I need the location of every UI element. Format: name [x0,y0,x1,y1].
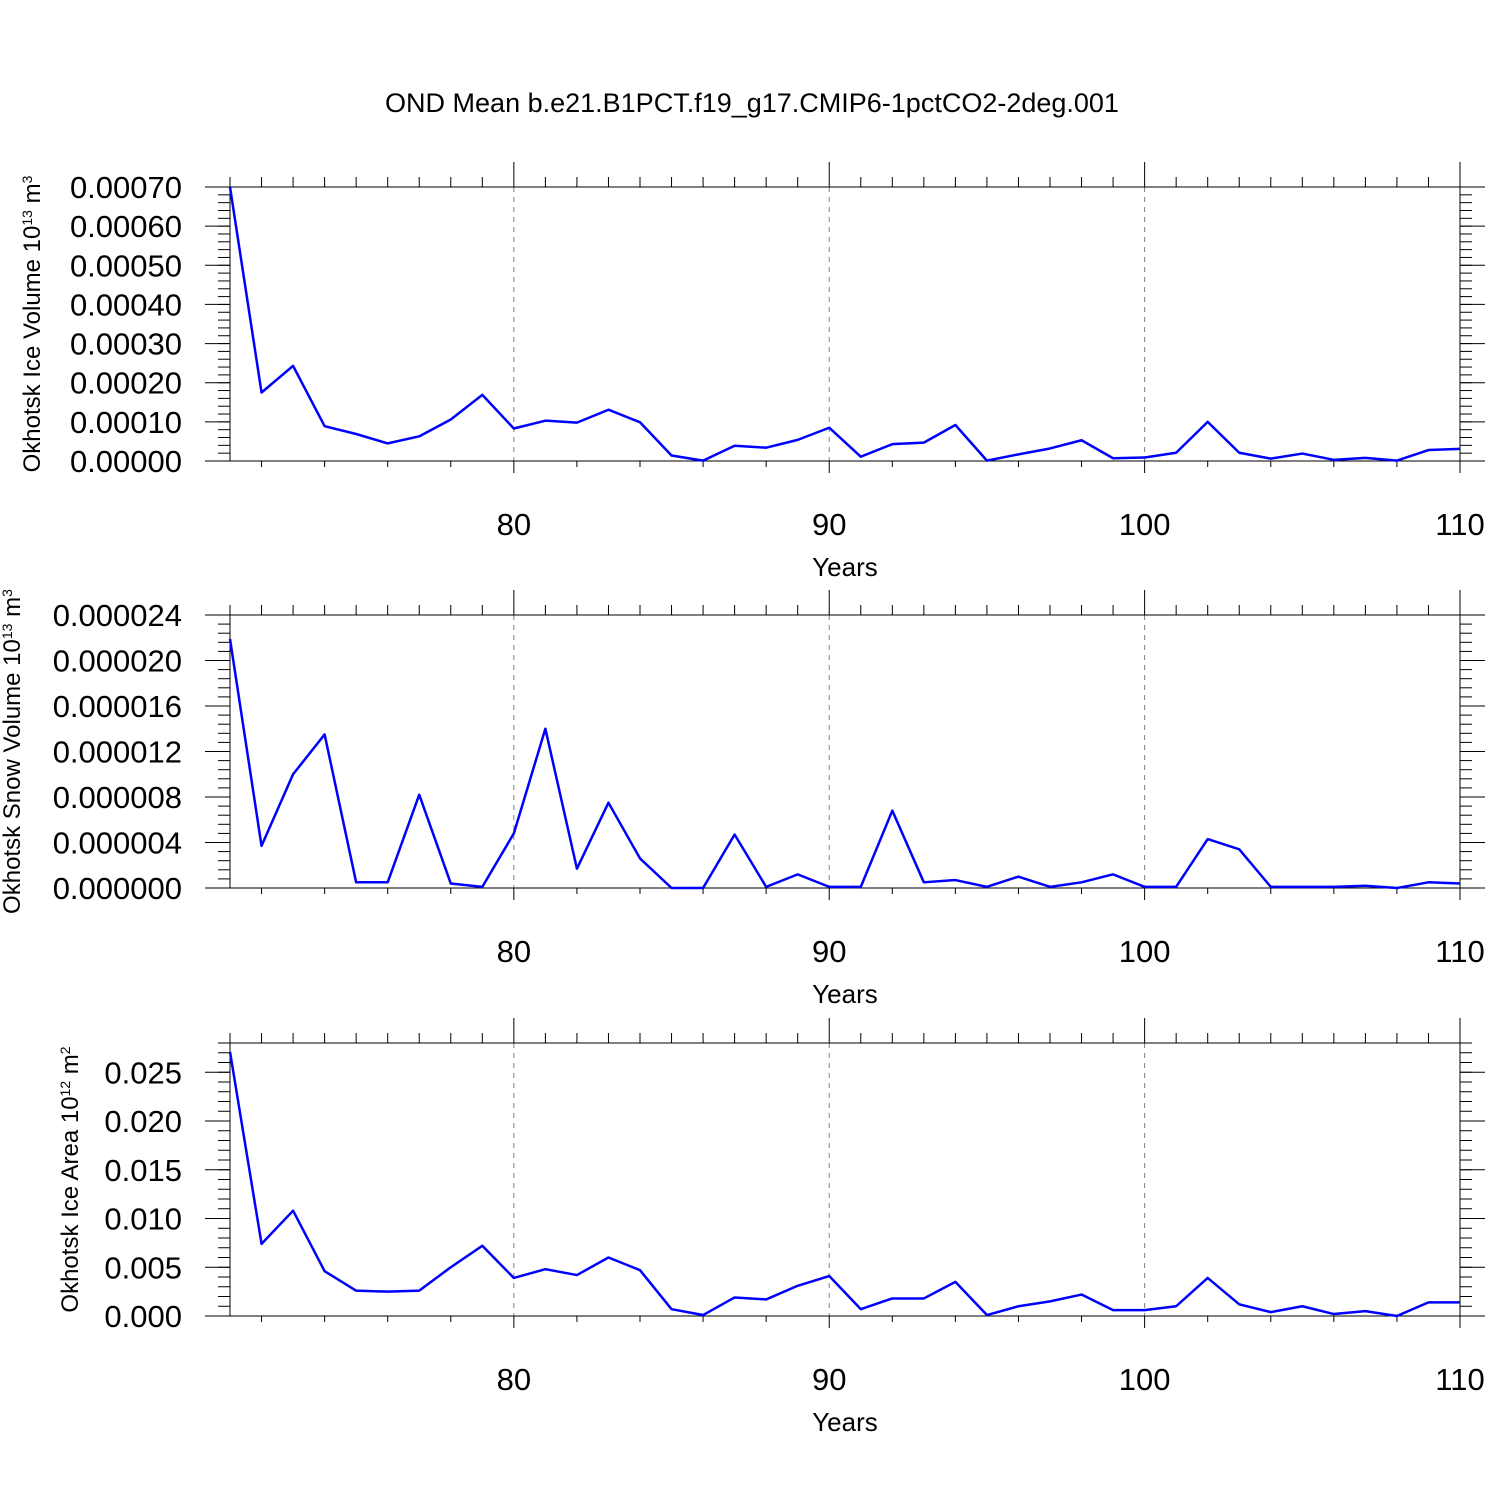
x-tick-label: 110 [1435,507,1484,542]
x-axis-title: Years [812,979,878,1009]
y-tick-label: 0.00050 [70,248,182,283]
y-axis-title-superscript: 2 [57,1046,73,1054]
y-tick-label: 0.000020 [53,644,182,679]
series-line [228,1051,1460,1318]
y-axis-title-part: m [19,183,46,210]
x-axis-title: Years [812,1407,878,1437]
y-tick-label: 0.00060 [70,209,182,244]
y-axis-title-superscript: 3 [0,589,15,597]
chart-panel-2: 80 90 100 110 Years 0.000000 0.000004 0.000008 0… [0,589,1485,1009]
y-axis-title: Okhotsk Snow Volume 1013 m3 [0,589,26,914]
y-axis-title-part: Okhotsk Ice Volume 10 [19,226,46,473]
y-axis-title: Okhotsk Ice Volume 1013 m3 [19,175,46,472]
y-tick-label: 0.000000 [53,871,182,906]
series-line [228,638,1461,890]
y-axis-title-part: m [57,1054,84,1081]
y-tick-label: 0.00030 [70,327,182,362]
y-tick-label: 0.00040 [70,287,182,322]
x-tick-label: 90 [812,507,846,542]
y-axis-title-superscript: 13 [19,210,35,226]
y-tick-label: 0.005 [104,1250,182,1285]
y-tick-label: 0.00020 [70,366,182,401]
plot-frame [229,186,1461,462]
y-tick-label: 0.000024 [53,598,182,633]
chart-panel-1: 80 90 100 110 Years 0.00000 0.00010 0.00020 0.00… [19,162,1485,582]
chart-panels: 80 90 100 110 Years 0.00000 0.00010 0.00020 0.00… [0,162,1485,1437]
y-axis-title-part: m [0,597,26,624]
y-tick-label: 0.00010 [70,405,182,440]
y-axis-title-superscript: 3 [19,175,35,183]
x-tick-label: 80 [497,1362,531,1397]
x-tick-label: 90 [812,934,846,969]
y-tick-label: 0.00070 [70,170,182,205]
x-tick-label: 110 [1435,934,1484,969]
y-axis-title-superscript: 13 [0,623,15,639]
plot-frame [229,614,1461,889]
series-line [228,186,1461,462]
y-tick-label: 0.000004 [53,826,182,861]
chart-title: OND Mean b.e21.B1PCT.f19_g17.CMIP6-1pctC… [385,88,1119,118]
y-tick-label: 0.015 [104,1153,182,1188]
y-axis-title-superscript: 12 [57,1081,73,1097]
x-tick-label: 100 [1119,934,1171,969]
y-tick-label: 0.000016 [53,689,182,724]
y-axis-title-part: Okhotsk Ice Area 10 [57,1096,84,1312]
x-axis-title: Years [812,552,878,582]
y-tick-label: 0.00000 [70,444,182,479]
y-tick-label: 0.010 [104,1202,182,1237]
y-tick-label: 0.025 [104,1055,182,1090]
x-tick-label: 100 [1119,507,1171,542]
chart-panel-3: 80 90 100 110 Years 0.000 0.005 0.010 0.015 0.020… [57,1018,1485,1437]
x-tick-label: 100 [1119,1362,1171,1397]
y-axis-title-part: Okhotsk Snow Volume 10 [0,639,26,914]
y-tick-label: 0.000 [104,1299,182,1334]
x-tick-label: 80 [497,934,531,969]
x-tick-label: 80 [497,507,531,542]
y-axis-title: Okhotsk Ice Area 1012 m2 [57,1046,84,1312]
y-tick-label: 0.000012 [53,735,182,770]
y-tick-label: 0.020 [104,1104,182,1139]
x-tick-label: 110 [1435,1362,1484,1397]
x-tick-label: 90 [812,1362,846,1397]
plot-frame [229,1042,1461,1317]
y-tick-label: 0.000008 [53,780,182,815]
